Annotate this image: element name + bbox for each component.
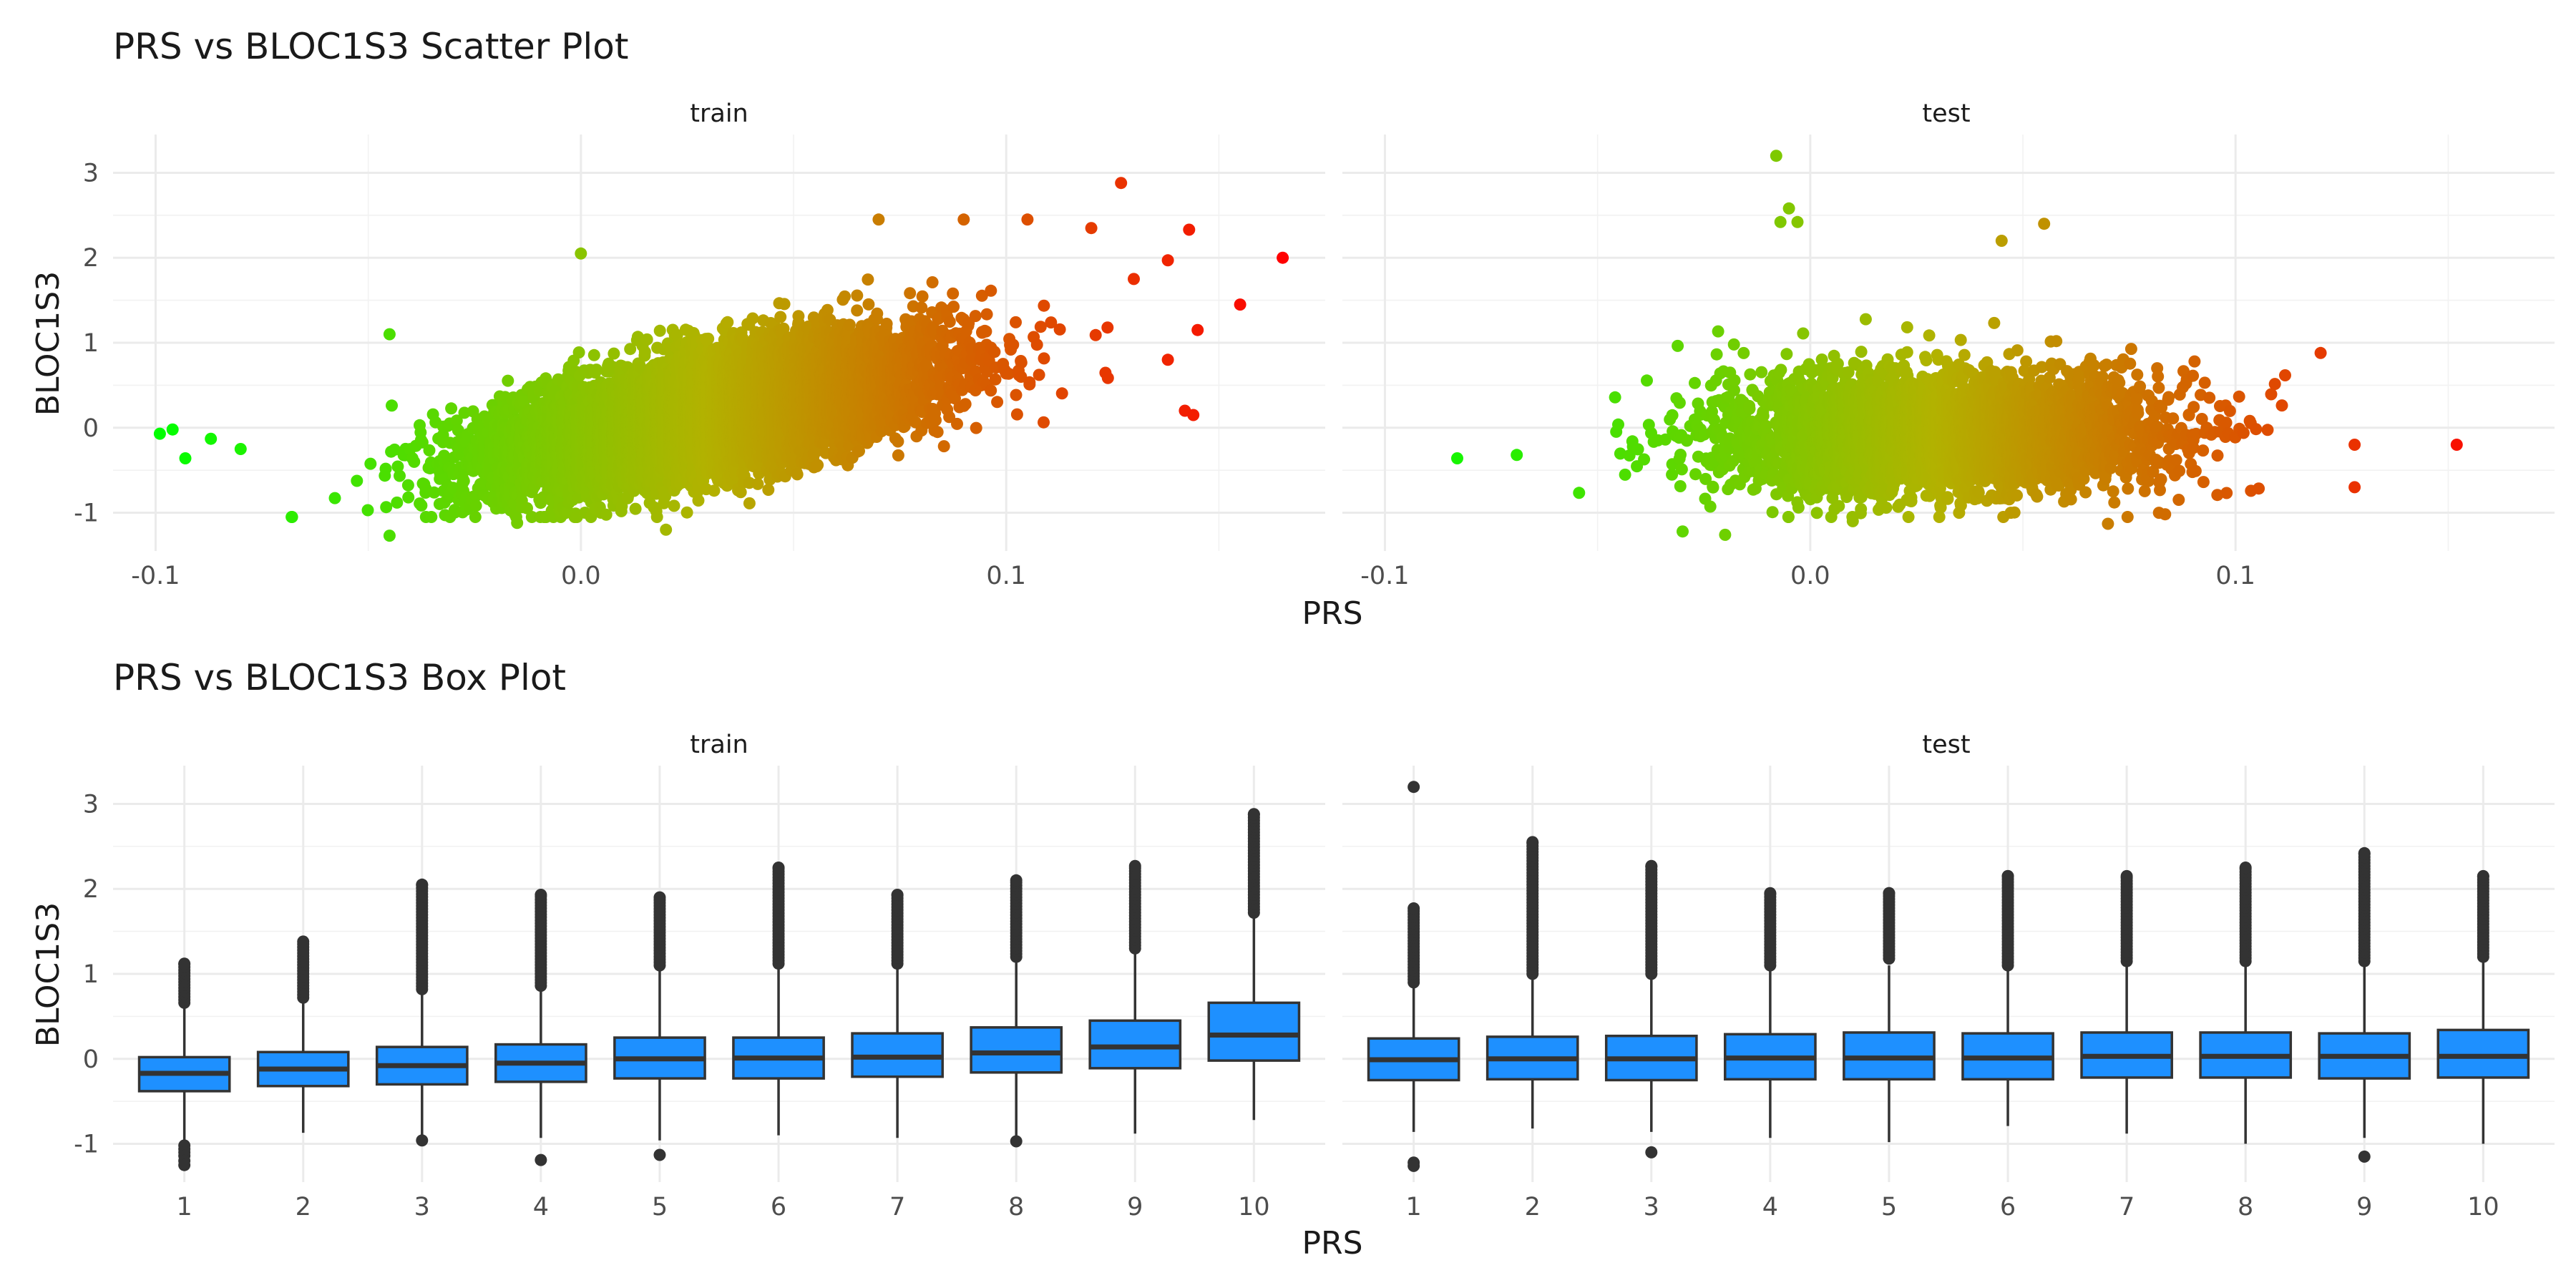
- scatter-point: [179, 452, 192, 464]
- scatter-point: [445, 402, 458, 415]
- scatter-y-tick-label: 0: [83, 414, 99, 443]
- scatter-point: [469, 499, 482, 512]
- scatter-point: [361, 504, 374, 517]
- scatter-point: [423, 444, 436, 457]
- scatter-point: [386, 399, 398, 412]
- scatter-y-tick-label: -1: [74, 499, 99, 528]
- scatter-point: [383, 328, 396, 341]
- scatter-point: [629, 502, 642, 515]
- scatter-point: [650, 511, 663, 523]
- scatter-point: [388, 443, 401, 456]
- scatter-point: [640, 333, 653, 346]
- scatter-point: [416, 436, 429, 449]
- scatter-point: [415, 499, 428, 512]
- scatter-y-tick-label: 3: [83, 159, 99, 187]
- scatter-y-tick-label: 1: [83, 329, 99, 358]
- scatter-point: [391, 460, 404, 473]
- scatter-point: [587, 348, 600, 361]
- scatter-point: [391, 496, 404, 509]
- scatter-x-tick-label: -0.1: [131, 562, 180, 590]
- scatter-point: [234, 443, 247, 455]
- scatter-point: [425, 511, 438, 523]
- scatter-point: [428, 486, 441, 499]
- scatter-point: [608, 347, 620, 360]
- scatter-title: PRS vs BLOC1S3 Scatter Plot: [113, 26, 628, 67]
- scatter-point: [401, 479, 414, 492]
- scatter-section: PRS vs BLOC1S3 Scatter Plot train test -…: [30, 26, 2555, 632]
- scatter-point: [205, 432, 218, 445]
- scatter-point: [653, 324, 666, 337]
- scatter-y-tick-label: 2: [83, 244, 99, 273]
- scatter-point: [668, 499, 680, 512]
- scatter-point: [517, 395, 530, 408]
- scatter-point: [680, 506, 693, 519]
- scatter-point: [351, 474, 364, 487]
- scatter-point: [383, 530, 396, 542]
- scatter-panel-train: -0.1 0.0 0.1 -1 0 1 2 3: [74, 135, 1325, 590]
- scatter-point: [692, 494, 705, 507]
- scatter-point: [379, 462, 392, 475]
- scatter-point: [402, 491, 415, 504]
- scatter-point: [572, 346, 585, 358]
- scatter-point: [364, 457, 377, 470]
- scatter-strip-train: train: [690, 99, 748, 128]
- scatter-point: [457, 474, 470, 487]
- scatter-point: [511, 517, 524, 530]
- scatter-point: [638, 346, 651, 358]
- scatter-point: [447, 482, 459, 494]
- scatter-point: [153, 427, 166, 440]
- scatter-point: [450, 414, 463, 427]
- scatter-x-tick-label: 0.1: [986, 562, 1026, 590]
- scatter-point: [469, 511, 482, 523]
- scatter-point: [702, 332, 715, 345]
- scatter-point: [380, 501, 393, 514]
- scatter-point: [286, 511, 298, 523]
- scatter-point: [328, 492, 341, 504]
- scatter-x-tick-label: 0.0: [561, 562, 601, 590]
- scatter-point: [394, 469, 406, 482]
- scatter-point: [502, 374, 514, 387]
- scatter-point: [166, 423, 179, 436]
- scatter-point: [575, 247, 587, 260]
- scatter-strip-test: test: [1922, 99, 1970, 128]
- scatter-point: [660, 523, 673, 536]
- scatter-point: [408, 455, 421, 468]
